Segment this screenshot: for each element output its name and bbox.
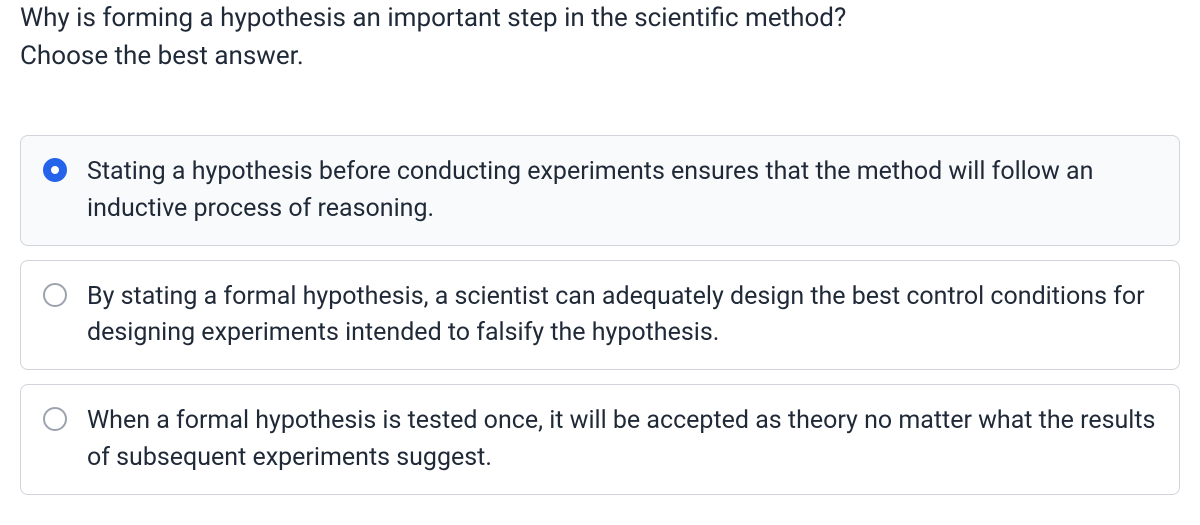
option-2[interactable]: By stating a formal hypothesis, a scient… (20, 260, 1180, 371)
radio-icon (43, 158, 67, 182)
option-1[interactable]: Stating a hypothesis before conducting e… (20, 135, 1180, 246)
question-block: Why is forming a hypothesis an important… (20, 0, 1180, 495)
options-list: Stating a hypothesis before conducting e… (20, 135, 1180, 495)
option-1-text: Stating a hypothesis before conducting e… (87, 154, 1157, 227)
radio-icon (43, 283, 67, 307)
question-line-2: Choose the best answer. (20, 41, 304, 71)
question-line-1: Why is forming a hypothesis an important… (20, 3, 846, 33)
option-2-text: By stating a formal hypothesis, a scient… (87, 279, 1157, 352)
question-prompt: Why is forming a hypothesis an important… (20, 0, 1180, 75)
option-3[interactable]: When a formal hypothesis is tested once,… (20, 384, 1180, 495)
option-3-text: When a formal hypothesis is tested once,… (87, 403, 1157, 476)
radio-icon (43, 407, 67, 431)
